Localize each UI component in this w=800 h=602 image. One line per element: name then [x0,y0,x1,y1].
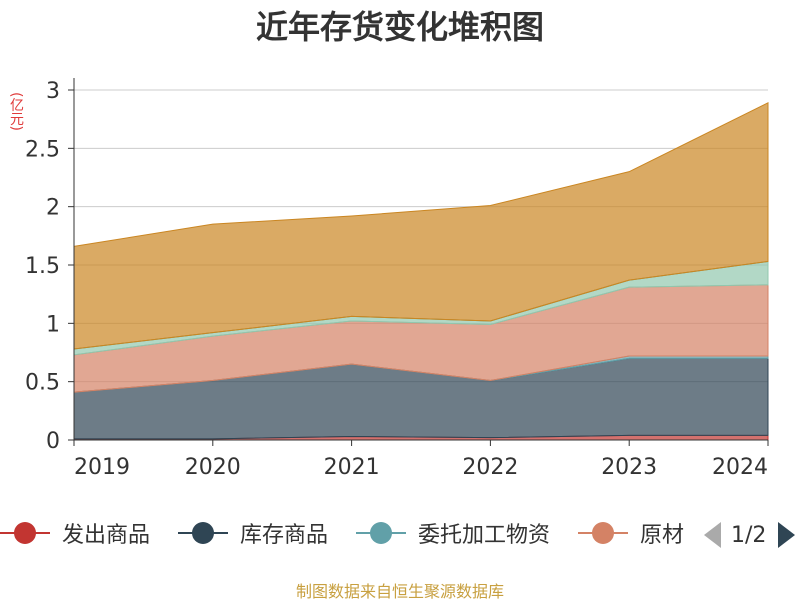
legend-label: 委托加工物资 [418,517,550,549]
legend-item[interactable]: 库存商品 [178,515,328,551]
y-tick-label: 0.5 [25,371,60,396]
legend: 发出商品 库存商品 委托加工物资 原材 [0,515,800,555]
legend-page-indicator: 1/2 [731,523,766,548]
x-tick-label: 2021 [324,455,380,480]
y-tick-label: 1.5 [25,254,60,279]
y-tick-label: 3 [46,79,60,104]
legend-item[interactable]: 委托加工物资 [356,515,550,551]
x-tick-label: 2019 [74,455,130,480]
legend-label: 发出商品 [62,517,150,549]
x-tick-label: 2020 [185,455,241,480]
legend-marker-icon [578,518,628,548]
legend-marker-icon [178,518,228,548]
x-tick-label: 2024 [712,455,768,480]
y-tick-label: 2.5 [25,137,60,162]
area-series [74,103,768,440]
legend-item[interactable]: 原材 [578,515,684,551]
y-tick-label: 0 [46,429,60,454]
data-source-note: 制图数据来自恒生聚源数据库 [0,578,800,602]
y-tick-label: 2 [46,196,60,221]
legend-marker-icon [0,518,50,548]
legend-pager: 1/2 [698,515,800,555]
legend-prev-page-icon[interactable] [704,522,721,548]
legend-item[interactable]: 发出商品 [0,515,150,551]
x-tick-label: 2022 [462,455,518,480]
legend-label: 库存商品 [240,517,328,549]
y-tick-label: 1 [46,312,60,337]
x-tick-label: 2023 [601,455,657,480]
legend-next-page-icon[interactable] [778,522,795,548]
legend-label: 原材 [640,517,684,549]
legend-marker-icon [356,518,406,548]
